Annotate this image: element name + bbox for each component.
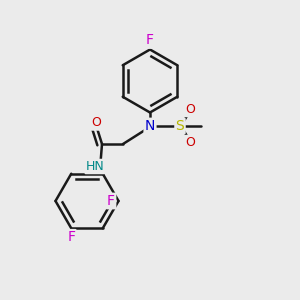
Text: O: O [91, 116, 101, 130]
Text: N: N [145, 119, 155, 133]
Text: F: F [67, 230, 75, 244]
Text: HN: HN [86, 160, 104, 173]
Text: O: O [186, 103, 195, 116]
Text: S: S [176, 119, 184, 133]
Text: O: O [186, 136, 195, 149]
Text: F: F [107, 194, 115, 208]
Text: F: F [146, 34, 154, 47]
